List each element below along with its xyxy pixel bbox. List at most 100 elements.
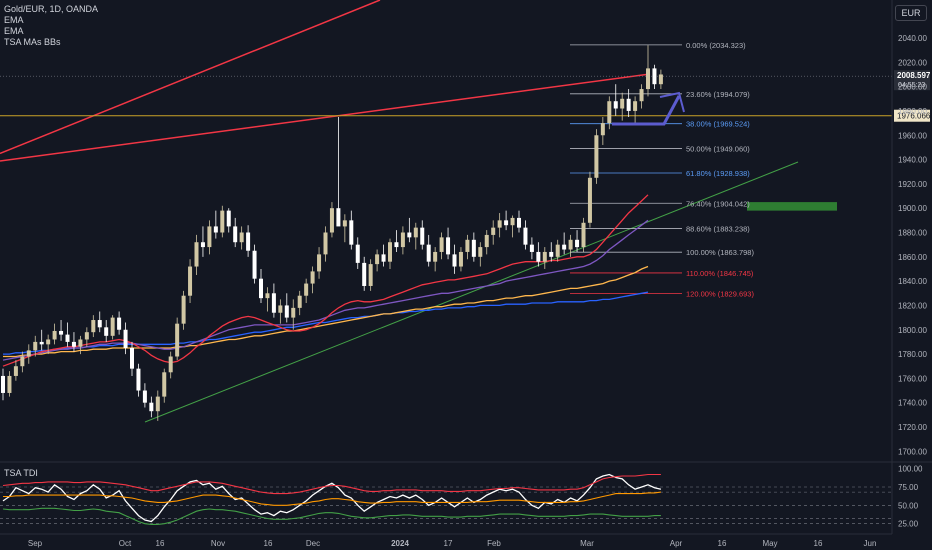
candle-body[interactable]: [278, 305, 283, 313]
candle-body[interactable]: [375, 254, 380, 265]
candle-body[interactable]: [46, 339, 51, 345]
candle-body[interactable]: [233, 226, 238, 243]
candle-body[interactable]: [458, 251, 463, 267]
candle-body[interactable]: [362, 262, 367, 286]
candle-body[interactable]: [7, 375, 12, 393]
candle-body[interactable]: [310, 271, 315, 284]
candle-body[interactable]: [388, 242, 392, 262]
candle-body[interactable]: [246, 232, 251, 251]
candle-body[interactable]: [220, 210, 225, 233]
candle-body[interactable]: [407, 232, 412, 238]
trendline-green[interactable]: [144, 161, 799, 423]
candle-body[interactable]: [517, 217, 521, 228]
candle-body[interactable]: [652, 68, 657, 85]
tdi-series-line[interactable]: [2, 473, 661, 495]
candle-body[interactable]: [491, 227, 496, 235]
arrow-drawing[interactable]: [612, 95, 681, 126]
candle-body[interactable]: [20, 356, 25, 367]
tdi-series-line[interactable]: [2, 507, 661, 525]
candle-body[interactable]: [607, 101, 612, 124]
candle-body[interactable]: [284, 305, 289, 318]
candle-body[interactable]: [84, 332, 89, 340]
candle-body[interactable]: [207, 226, 212, 248]
demand-zone[interactable]: [747, 202, 837, 211]
candle-body[interactable]: [555, 244, 560, 257]
candle-body[interactable]: [575, 239, 580, 248]
candle-body[interactable]: [155, 396, 160, 412]
candle-body[interactable]: [142, 390, 147, 403]
candle-body[interactable]: [97, 320, 102, 328]
candle-body[interactable]: [523, 227, 528, 245]
candle-body[interactable]: [104, 327, 109, 336]
candle-body[interactable]: [536, 251, 541, 262]
tdi-pane[interactable]: [0, 473, 892, 525]
candle-body[interactable]: [65, 334, 70, 342]
candle-body[interactable]: [504, 220, 509, 226]
candle-body[interactable]: [71, 341, 76, 347]
candle-body[interactable]: [594, 135, 599, 178]
candle-body[interactable]: [239, 232, 244, 243]
candle-body[interactable]: [342, 220, 347, 227]
candle-body[interactable]: [188, 266, 193, 296]
candle-body[interactable]: [162, 372, 167, 397]
price-pane[interactable]: 0.00% (2034.323) 23.60% (1994.079) 38.00% …: [0, 0, 931, 423]
candle-body[interactable]: [529, 244, 534, 252]
candle-body[interactable]: [194, 242, 199, 267]
candle-body[interactable]: [168, 356, 173, 373]
candle-body[interactable]: [587, 177, 592, 223]
candle-body[interactable]: [259, 278, 263, 299]
candle-body[interactable]: [620, 98, 625, 109]
candle-body[interactable]: [1, 375, 5, 393]
tdi-pane-title[interactable]: TSA TDI: [4, 468, 38, 478]
candle-body[interactable]: [123, 329, 128, 348]
candle-body[interactable]: [510, 217, 515, 226]
indicator-ema-2[interactable]: EMA: [4, 26, 24, 36]
candle-body[interactable]: [639, 89, 644, 102]
tdi-series-line[interactable]: [3, 491, 661, 506]
arrow-head[interactable]: [659, 91, 685, 113]
candle-body[interactable]: [542, 251, 547, 262]
candle-body[interactable]: [317, 254, 322, 272]
candle-body[interactable]: [297, 295, 302, 308]
tdi-series-line[interactable]: [2, 473, 662, 523]
candle-body[interactable]: [130, 347, 134, 369]
candle-body[interactable]: [646, 68, 650, 90]
last-price-badge[interactable]: [894, 70, 930, 91]
candle-body[interactable]: [368, 264, 373, 286]
candle-body[interactable]: [413, 227, 418, 238]
candle-body[interactable]: [323, 232, 328, 255]
candle-body[interactable]: [581, 222, 586, 248]
candle-body[interactable]: [329, 208, 334, 233]
candle-body[interactable]: [291, 307, 296, 318]
candle-body[interactable]: [59, 330, 64, 335]
candle-body[interactable]: [626, 98, 631, 111]
indicator-ema-1[interactable]: EMA: [4, 15, 24, 25]
candle-body[interactable]: [484, 234, 489, 248]
candle-body[interactable]: [149, 402, 154, 412]
candle-body[interactable]: [420, 227, 425, 245]
candle-body[interactable]: [394, 242, 399, 248]
candle-body[interactable]: [39, 341, 44, 345]
candle-body[interactable]: [349, 220, 354, 245]
candle-body[interactable]: [13, 366, 18, 376]
ema-orange-line[interactable]: [3, 265, 649, 358]
candle-body[interactable]: [213, 226, 218, 233]
candle-body[interactable]: [271, 293, 276, 313]
candle-body[interactable]: [568, 239, 573, 250]
candle-body[interactable]: [478, 247, 483, 257]
candle-body[interactable]: [78, 339, 83, 347]
indicator-tsa-mas-bbs[interactable]: TSA MAs BBs: [4, 37, 61, 47]
channel-lower-line[interactable]: [0, 73, 651, 162]
candle-body[interactable]: [549, 251, 554, 257]
candle-body[interactable]: [117, 317, 122, 330]
candle-body[interactable]: [613, 101, 618, 109]
candle-body[interactable]: [252, 250, 257, 279]
candle-body[interactable]: [200, 242, 205, 248]
candle-body[interactable]: [452, 254, 457, 267]
candle-body[interactable]: [658, 74, 663, 85]
ema-red-line[interactable]: [2, 194, 649, 367]
candle-body[interactable]: [52, 330, 57, 340]
candle-body[interactable]: [175, 323, 180, 357]
currency-button[interactable]: EUR: [895, 5, 927, 21]
